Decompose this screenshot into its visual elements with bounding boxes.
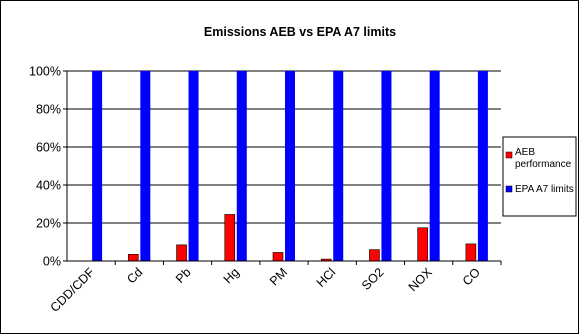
bar-epa-co (477, 71, 488, 261)
bar-aeb-pb (176, 244, 187, 262)
y-tick-label: 100% (29, 65, 61, 79)
plot-area: 0%20%40%60%80%100%CDD/CDF Cd Pb Hg PM HCl SO2 N… (29, 65, 502, 315)
bar-aeb-hg (224, 214, 236, 262)
legend-box (502, 136, 577, 217)
bar-epa-hg (236, 71, 247, 261)
legend-swatch-epa (505, 185, 513, 193)
bar-epa-hcl (333, 71, 344, 261)
legend: AEB performance EPA A7 limits (502, 136, 577, 217)
bar-aeb-so2 (369, 249, 380, 262)
bar-epa-so2 (381, 71, 392, 261)
bar-aeb-co (465, 243, 477, 262)
bar-aeb-pm (272, 252, 284, 262)
chart-title: Emissions AEB vs EPA A7 limits (204, 25, 396, 39)
bar-epa-cddcdf (92, 71, 103, 261)
bar-epa-nox (429, 71, 440, 261)
legend-label-aeb: AEB performance (515, 147, 572, 170)
bar-aeb-nox (417, 227, 428, 262)
y-tick-label: 60% (36, 141, 61, 155)
bar-epa-pb (188, 71, 199, 261)
bar-aeb-cd (128, 254, 139, 262)
legend-label-epa: EPA A7 limits (515, 184, 574, 195)
y-tick-label: 20% (36, 217, 61, 231)
legend-swatch-aeb (505, 151, 513, 159)
plot-background (67, 71, 501, 261)
bar-epa-pm (285, 71, 295, 261)
bar-epa-cd (140, 71, 151, 261)
y-tick-label: 80% (36, 103, 61, 117)
y-tick-label: 40% (36, 179, 61, 193)
y-tick-label: 0% (43, 255, 61, 269)
